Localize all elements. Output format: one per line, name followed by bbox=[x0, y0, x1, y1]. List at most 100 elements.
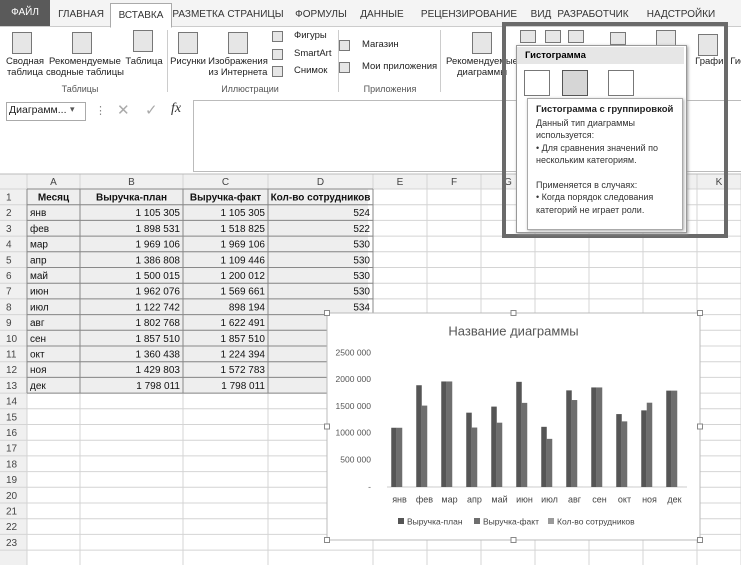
x-tick-label: авг bbox=[568, 494, 582, 504]
header-cell: Выручка-факт bbox=[190, 191, 261, 203]
ribbon bbox=[0, 27, 741, 98]
cell: сен bbox=[30, 334, 46, 345]
cancel-button[interactable]: ✕ bbox=[117, 102, 130, 119]
column-header: F bbox=[451, 177, 457, 188]
cell: 1 962 076 bbox=[136, 287, 181, 298]
bar bbox=[541, 426, 547, 487]
row-header: 19 bbox=[6, 475, 18, 486]
bar bbox=[446, 381, 453, 487]
row-header: 6 bbox=[6, 271, 12, 282]
bar bbox=[516, 381, 522, 487]
cell: 1 105 305 bbox=[221, 208, 266, 219]
column-header-bar bbox=[0, 174, 741, 189]
cell: 522 bbox=[353, 224, 370, 235]
row-header: 20 bbox=[6, 491, 18, 502]
row-header: 3 bbox=[6, 224, 12, 235]
cell: 1 518 825 bbox=[221, 224, 266, 235]
header-cell: Месяц bbox=[38, 192, 70, 203]
column-header: A bbox=[50, 177, 57, 188]
bar bbox=[666, 390, 672, 487]
cell: 1 109 446 bbox=[221, 255, 266, 266]
cell: 1 122 742 bbox=[136, 302, 181, 313]
row-header: 21 bbox=[6, 506, 18, 517]
bar bbox=[566, 390, 572, 487]
x-tick-label: апр bbox=[467, 494, 482, 504]
resize-handle bbox=[324, 423, 330, 430]
cell: июл bbox=[30, 302, 49, 313]
bar bbox=[621, 421, 628, 487]
x-tick-label: ноя bbox=[642, 494, 657, 504]
tab-bar bbox=[0, 0, 741, 27]
cell: 1 857 510 bbox=[221, 334, 266, 345]
resize-handle bbox=[697, 537, 703, 543]
row-header: 4 bbox=[6, 240, 12, 251]
row-header: 2 bbox=[6, 208, 12, 219]
bar bbox=[616, 414, 622, 487]
cell: 1 360 438 bbox=[136, 349, 181, 360]
resize-handle bbox=[510, 537, 517, 543]
cell: 1 200 012 bbox=[221, 271, 266, 282]
y-tick-label: 1500 000 bbox=[336, 401, 372, 411]
legend-swatch bbox=[398, 518, 404, 524]
bar bbox=[416, 385, 422, 487]
column-header: D bbox=[317, 177, 324, 188]
y-tick-label: 2500 000 bbox=[336, 347, 372, 357]
row-header: 11 bbox=[6, 349, 17, 360]
enter-button[interactable]: ✓ bbox=[145, 102, 158, 119]
resize-handle bbox=[324, 310, 330, 316]
cell: 1 572 783 bbox=[221, 365, 266, 376]
row-header: 13 bbox=[6, 381, 18, 392]
bar bbox=[421, 405, 428, 487]
bar bbox=[466, 412, 472, 487]
bar bbox=[671, 390, 678, 487]
cell: 530 bbox=[353, 255, 370, 266]
legend-label: Выручка-факт bbox=[483, 516, 539, 526]
formula-input[interactable] bbox=[193, 100, 741, 172]
name-box-arrow[interactable]: ▾ bbox=[70, 104, 75, 114]
row-header: 16 bbox=[6, 428, 18, 439]
cell: 1 969 106 bbox=[221, 240, 266, 251]
row-header: 10 bbox=[6, 334, 18, 345]
bar bbox=[596, 387, 603, 487]
x-tick-label: янв bbox=[392, 494, 407, 504]
cell: 1 386 808 bbox=[136, 255, 181, 266]
bar bbox=[396, 427, 403, 487]
name-box[interactable] bbox=[6, 102, 86, 121]
y-tick-label: 1000 000 bbox=[336, 428, 372, 438]
cell: 1 429 803 bbox=[136, 365, 181, 376]
y-tick-label: 500 000 bbox=[340, 454, 371, 464]
row-header: 14 bbox=[6, 397, 18, 408]
separator: ⋮ bbox=[95, 105, 106, 117]
row-header: 23 bbox=[6, 538, 18, 549]
cell: 534 bbox=[353, 302, 370, 313]
row-header: 9 bbox=[6, 318, 12, 329]
column-header: C bbox=[222, 177, 229, 188]
table-range bbox=[27, 189, 368, 394]
column-header: K bbox=[716, 177, 723, 188]
cell: 530 bbox=[353, 271, 370, 282]
column-header: G bbox=[504, 177, 512, 188]
cell: 1 857 510 bbox=[136, 334, 181, 345]
chart-title: Название диаграммы bbox=[448, 323, 578, 338]
row-header: 15 bbox=[6, 412, 18, 423]
bar bbox=[521, 402, 528, 487]
cell: 1 105 305 bbox=[136, 208, 181, 219]
row-header: 18 bbox=[6, 459, 18, 470]
cell: 1 569 661 bbox=[221, 287, 266, 298]
x-tick-label: июл bbox=[541, 494, 558, 504]
cell: ноя bbox=[30, 365, 47, 376]
cell: 1 969 106 bbox=[136, 240, 181, 251]
cell: мар bbox=[30, 240, 48, 251]
cell: июн bbox=[30, 287, 49, 298]
legend-label: Выручка-план bbox=[407, 516, 463, 526]
cell: 1 622 491 bbox=[221, 318, 266, 329]
x-tick-label: июн bbox=[516, 494, 533, 504]
cell: 1 898 531 bbox=[136, 224, 181, 235]
resize-handle bbox=[324, 537, 330, 543]
bar bbox=[641, 410, 647, 487]
cell: окт bbox=[30, 349, 45, 360]
column-header: E bbox=[397, 177, 404, 188]
bar bbox=[496, 422, 503, 487]
resize-handle bbox=[697, 423, 703, 430]
